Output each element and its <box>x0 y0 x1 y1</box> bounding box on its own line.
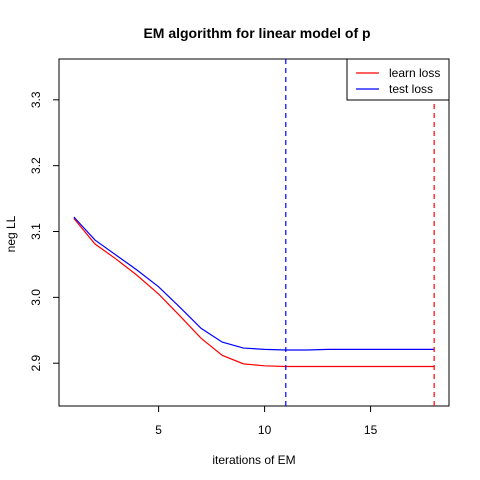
x-axis-label: iterations of EM <box>212 453 295 467</box>
series-line-test-loss <box>73 216 435 351</box>
y-tick-label: 3.0 <box>29 289 43 306</box>
plot-area: 5 10 15 2.9 3.0 3.1 3.2 3.3 <box>29 58 450 437</box>
legend-label: test loss <box>389 82 433 96</box>
y-tick-label: 3.2 <box>29 157 43 174</box>
legend-label: learn loss <box>389 66 440 80</box>
chart-title: EM algorithm for linear model of p <box>143 25 370 41</box>
legend: learn loss test loss <box>346 58 450 101</box>
x-tick-label: 10 <box>258 423 272 437</box>
x-tick-label: 15 <box>364 423 378 437</box>
y-tick-label: 3.1 <box>29 223 43 240</box>
series-line-learn-loss <box>73 217 435 368</box>
legend-box <box>346 58 450 101</box>
y-tick-label: 2.9 <box>29 355 43 372</box>
plot-frame <box>58 58 450 407</box>
y-axis-label: neg LL <box>4 215 18 252</box>
x-tick-label: 5 <box>155 423 162 437</box>
y-tick-label: 3.3 <box>29 91 43 108</box>
